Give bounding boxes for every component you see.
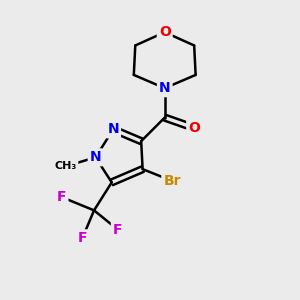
Text: O: O bbox=[159, 25, 171, 39]
Text: F: F bbox=[77, 231, 87, 245]
Text: N: N bbox=[107, 122, 119, 136]
Text: O: O bbox=[188, 121, 200, 135]
Text: F: F bbox=[113, 223, 122, 236]
Text: Br: Br bbox=[163, 174, 181, 188]
Text: N: N bbox=[159, 81, 170, 95]
Text: F: F bbox=[57, 190, 66, 204]
Text: N: N bbox=[90, 150, 101, 164]
Text: CH₃: CH₃ bbox=[55, 161, 77, 171]
